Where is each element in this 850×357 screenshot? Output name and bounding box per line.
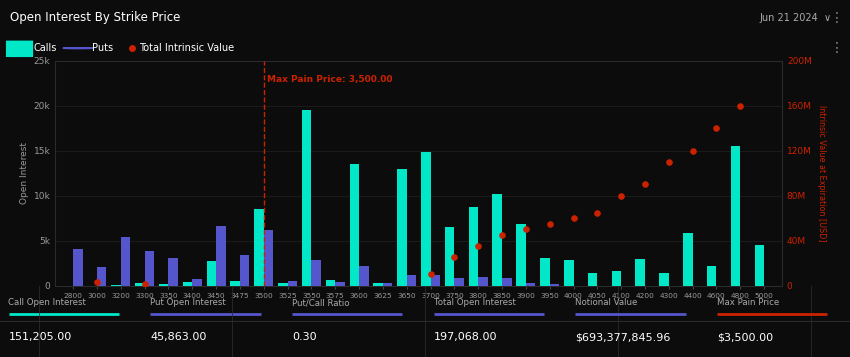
- Bar: [492, 194, 502, 286]
- Text: ⋮: ⋮: [830, 41, 843, 55]
- Bar: [502, 278, 512, 286]
- Point: [90, 280, 104, 285]
- Point: [519, 226, 533, 232]
- Bar: [550, 284, 559, 286]
- Bar: [540, 258, 550, 286]
- Bar: [636, 258, 645, 286]
- Text: Total Open Interest: Total Open Interest: [434, 298, 515, 307]
- Text: Jun 21 2024  ∨: Jun 21 2024 ∨: [759, 13, 831, 23]
- Text: Open Interest By Strike Price: Open Interest By Strike Price: [10, 11, 180, 24]
- Circle shape: [63, 48, 94, 49]
- Point: [496, 232, 509, 238]
- Text: $693,377,845.96: $693,377,845.96: [575, 332, 671, 342]
- Bar: [311, 260, 321, 286]
- Point: [734, 103, 747, 109]
- Bar: [382, 283, 393, 286]
- Bar: [731, 146, 740, 286]
- Bar: [264, 230, 273, 286]
- FancyBboxPatch shape: [6, 41, 33, 57]
- Bar: [97, 267, 106, 286]
- Bar: [373, 283, 382, 286]
- Bar: [564, 260, 574, 286]
- Text: $3,500.00: $3,500.00: [717, 332, 773, 342]
- Text: Call Open Interest: Call Open Interest: [8, 298, 87, 307]
- Text: Put Open Interest: Put Open Interest: [150, 298, 226, 307]
- Text: 45,863.00: 45,863.00: [150, 332, 207, 342]
- Bar: [755, 245, 764, 286]
- Bar: [683, 232, 693, 286]
- Point: [424, 271, 438, 277]
- Text: 151,205.00: 151,205.00: [8, 332, 71, 342]
- Point: [472, 243, 485, 249]
- Point: [638, 181, 652, 187]
- Bar: [278, 283, 287, 286]
- Bar: [144, 251, 154, 286]
- Point: [138, 282, 151, 287]
- Point: [615, 193, 628, 198]
- Bar: [111, 285, 121, 286]
- Bar: [168, 258, 178, 286]
- Bar: [240, 255, 249, 286]
- Bar: [159, 284, 168, 286]
- Bar: [135, 283, 144, 286]
- Bar: [73, 249, 82, 286]
- Bar: [349, 164, 359, 286]
- Text: Total Intrinsic Value: Total Intrinsic Value: [139, 43, 235, 53]
- Text: Puts: Puts: [92, 43, 113, 53]
- Bar: [479, 277, 488, 286]
- Bar: [397, 169, 406, 286]
- Bar: [516, 225, 526, 286]
- Bar: [431, 275, 440, 286]
- Point: [591, 210, 604, 215]
- Bar: [183, 282, 192, 286]
- Bar: [707, 266, 717, 286]
- Bar: [192, 279, 201, 286]
- Bar: [326, 280, 335, 286]
- Bar: [216, 226, 225, 286]
- Point: [662, 159, 676, 165]
- Text: 197,068.00: 197,068.00: [434, 332, 497, 342]
- Point: [448, 255, 462, 260]
- Text: Notional Value: Notional Value: [575, 298, 638, 307]
- Bar: [468, 207, 479, 286]
- Bar: [335, 282, 345, 286]
- Point: [686, 148, 700, 154]
- Bar: [287, 281, 298, 286]
- Point: [710, 125, 723, 131]
- Text: Max Pain Price: Max Pain Price: [717, 298, 779, 307]
- Point: [567, 215, 581, 221]
- Text: ⋮: ⋮: [830, 11, 843, 25]
- Text: 0.30: 0.30: [292, 332, 316, 342]
- Bar: [302, 110, 311, 286]
- Text: Put/Call Ratio: Put/Call Ratio: [292, 298, 349, 307]
- Bar: [445, 227, 455, 286]
- Text: Max Pain Price: 3,500.00: Max Pain Price: 3,500.00: [267, 75, 392, 84]
- Bar: [421, 152, 431, 286]
- Bar: [359, 266, 369, 286]
- Bar: [455, 277, 464, 286]
- Bar: [121, 237, 130, 286]
- Bar: [254, 209, 264, 286]
- Bar: [660, 273, 669, 286]
- Bar: [588, 273, 598, 286]
- Y-axis label: Open Interest: Open Interest: [20, 142, 30, 204]
- Bar: [207, 261, 216, 286]
- Text: Calls: Calls: [34, 43, 57, 53]
- Point: [543, 221, 557, 227]
- Y-axis label: Intrinsic Value at Expiration [USD]: Intrinsic Value at Expiration [USD]: [818, 105, 826, 241]
- Bar: [612, 271, 621, 286]
- Bar: [406, 275, 416, 286]
- Bar: [526, 283, 536, 286]
- Bar: [230, 281, 240, 286]
